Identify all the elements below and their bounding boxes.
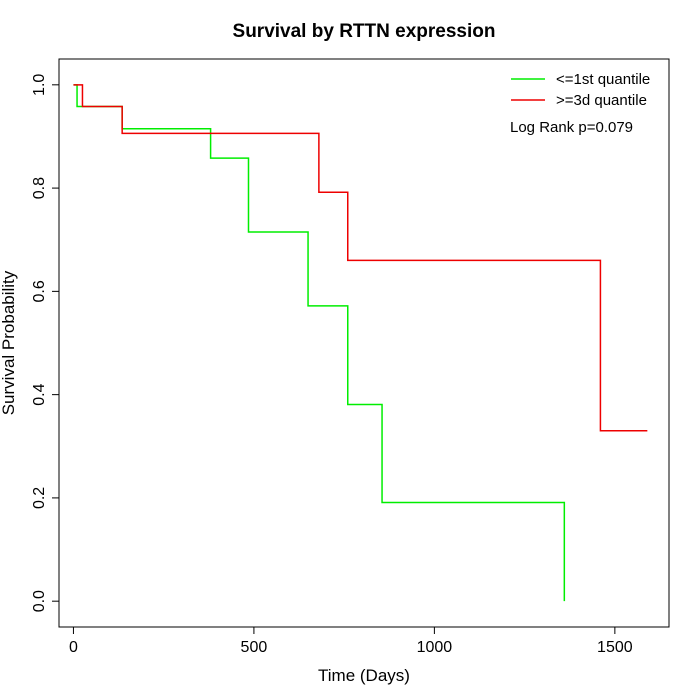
- plot-frame: [58, 58, 670, 628]
- x-tick-label: 1500: [597, 639, 633, 656]
- x-tick-label: 1000: [417, 639, 453, 656]
- legend: <=1st quantile >=3d quantile: [511, 71, 650, 109]
- y-axis: 0.0 0.2 0.4 0.6 0.8 1.0: [31, 74, 60, 612]
- series-layer: [73, 84, 648, 602]
- y-tick-label: 0.4: [31, 383, 48, 405]
- y-tick-label: 0.8: [31, 177, 48, 199]
- x-tick-label: 500: [241, 639, 268, 656]
- chart-title: Survival by RTTN expression: [233, 21, 496, 42]
- y-tick-label: 0.0: [31, 590, 48, 612]
- y-tick-label: 0.6: [31, 280, 48, 302]
- y-axis-label: Survival Probability: [0, 270, 18, 415]
- x-tick-label: 0: [69, 639, 78, 656]
- x-axis-label: Time (Days): [318, 666, 410, 685]
- y-tick-label: 0.2: [31, 487, 48, 509]
- legend-label-low-quantile: <=1st quantile: [556, 71, 650, 88]
- y-tick-label: 1.0: [31, 74, 48, 96]
- survival-curve-high-quantile: [73, 84, 648, 432]
- legend-label-high-quantile: >=3d quantile: [556, 92, 647, 109]
- log-rank-annotation: Log Rank p=0.079: [510, 119, 633, 136]
- x-axis: 0 500 1000 1500: [69, 626, 633, 656]
